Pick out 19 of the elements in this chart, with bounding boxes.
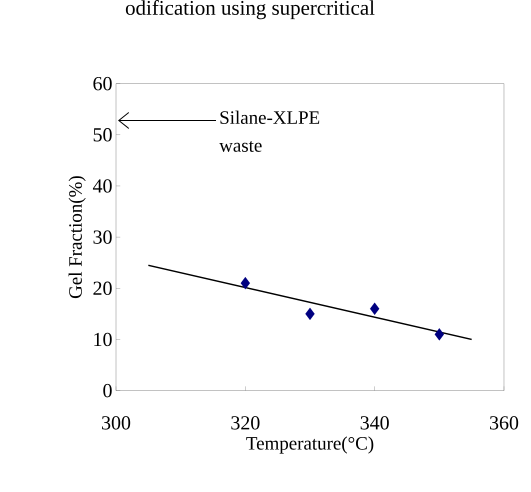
y-tick-label: 0 [103, 384, 112, 398]
y-tick-label: 20 [93, 282, 112, 296]
x-tick-label: 360 [490, 416, 518, 430]
y-tick-label: 50 [94, 128, 112, 142]
x-tick-label: 320 [231, 416, 260, 430]
point [434, 328, 444, 341]
y-tick-label: 30 [94, 230, 112, 244]
point [305, 308, 315, 320]
point [240, 277, 250, 290]
text: odification using supercritical [126, 0, 375, 20]
x-tick-label: 300 [102, 416, 130, 430]
annotation: Silane-XLPE waste [219, 110, 320, 152]
x-axis-title: Temperature(°C) [246, 436, 374, 454]
y-tick-label: 60 [93, 77, 112, 91]
y-axis-title: Gel Fraction(%) [68, 176, 86, 298]
point [370, 302, 380, 316]
y-tick-label: 40 [92, 179, 112, 193]
x-tick-label: 340 [360, 416, 389, 430]
y-tick-label: 10 [94, 332, 112, 346]
